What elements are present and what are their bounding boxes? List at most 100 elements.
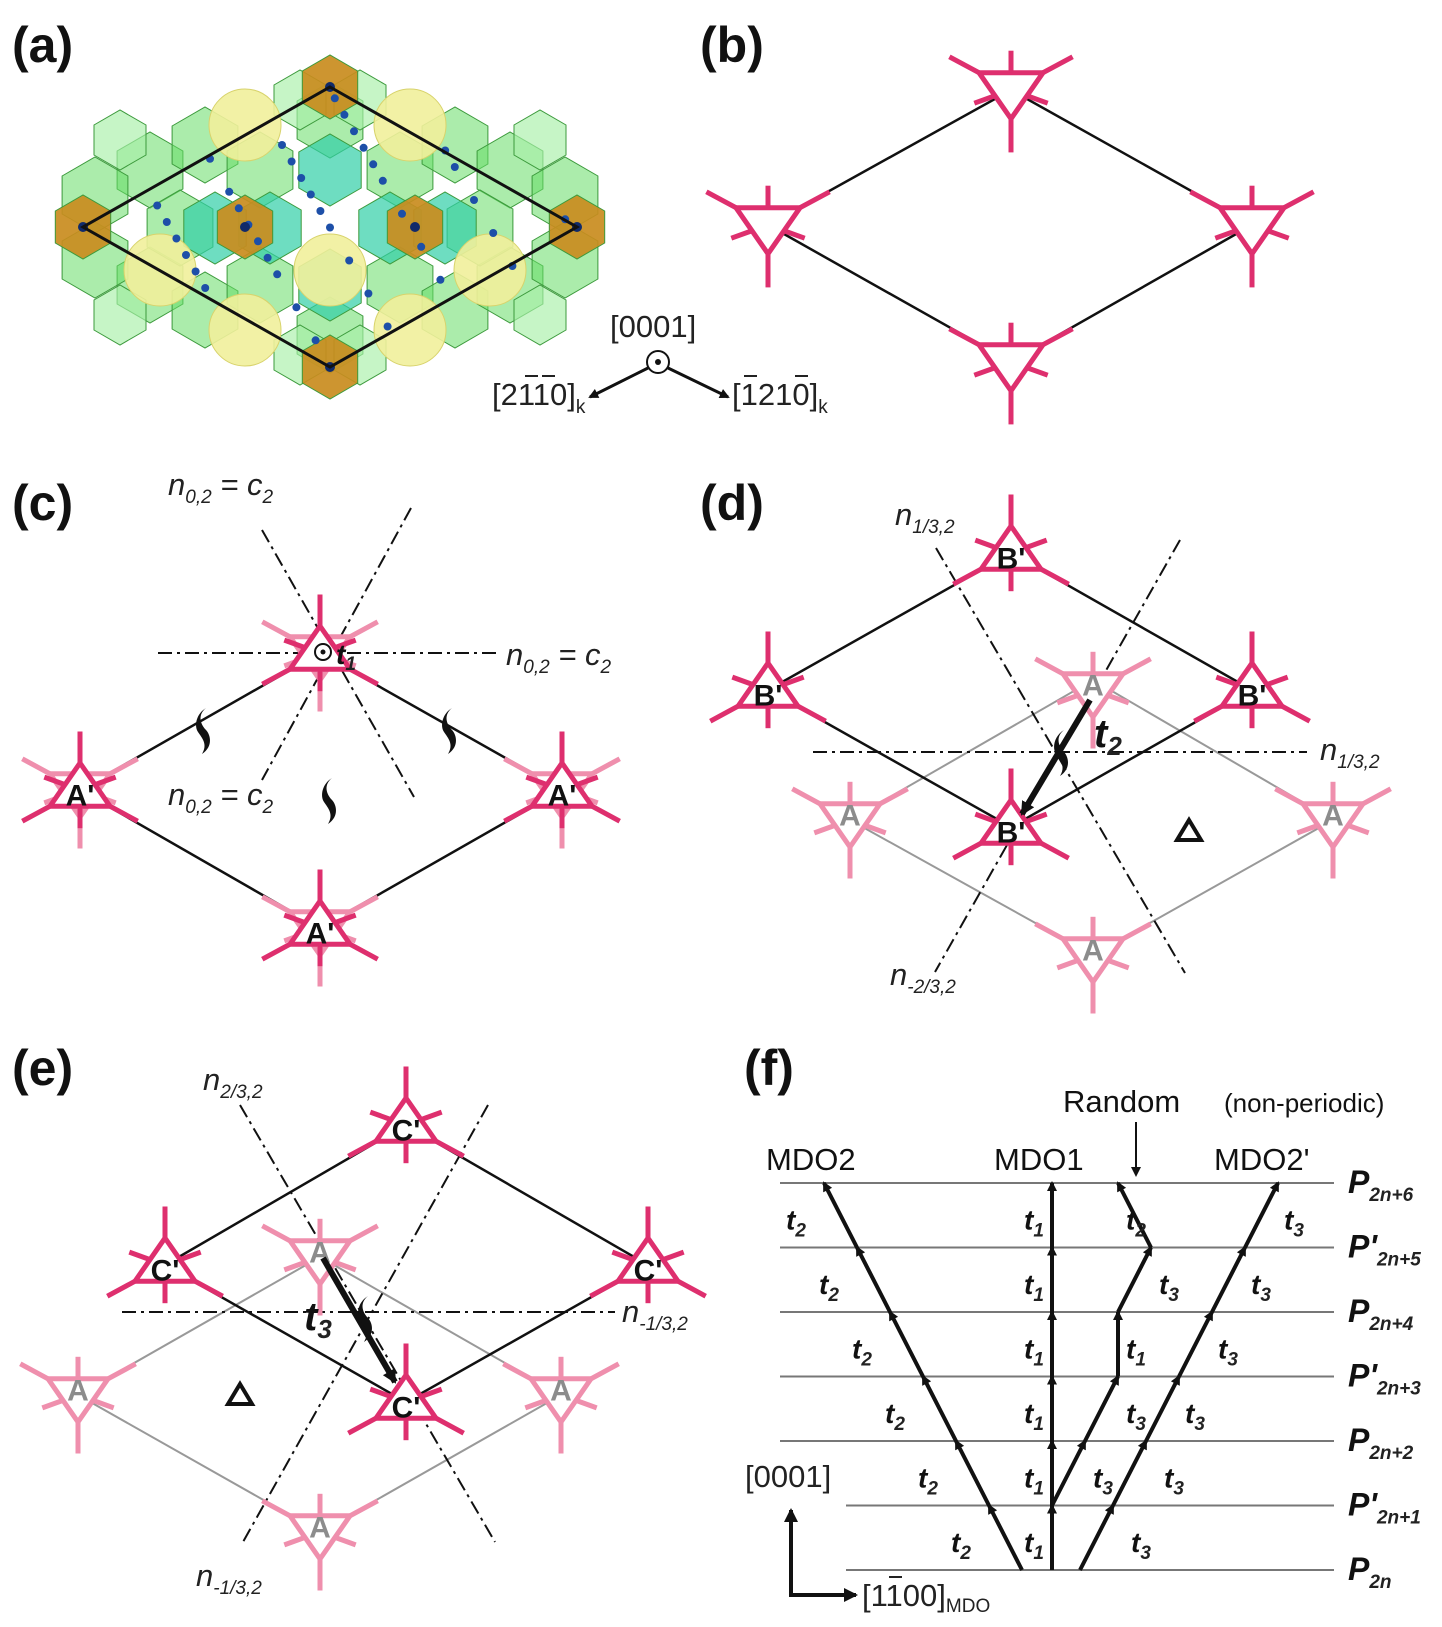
- axes-legend-f: [0001] [1100]MDO: [745, 1459, 990, 1617]
- site-symbol: C': [589, 1206, 707, 1304]
- site-symbol: [948, 50, 1074, 153]
- site-symbol: A: [261, 1218, 379, 1316]
- translation-label-t2: t2: [918, 1462, 938, 1499]
- column-mdo2-prime: MDO2': [1214, 1142, 1309, 1177]
- screw-axis-symbol-e: [358, 1296, 372, 1342]
- translation-label-t1: t1: [1024, 1269, 1044, 1306]
- panel-c-label: (c): [12, 475, 73, 531]
- stacking-arrow: [888, 1310, 925, 1378]
- stacking-arrow: [954, 1439, 991, 1507]
- translation-label-t1: t1: [1024, 1204, 1044, 1241]
- panel-d-label: (d): [700, 475, 764, 531]
- light-polyhedron: [513, 284, 567, 346]
- translation-label-t1: t1: [1024, 1398, 1044, 1435]
- op-n02-right-label: n0,2 = c2: [506, 637, 612, 678]
- panel-d: (d) A A A A B' B' B' B' t2 n1/3,2 n1/3,2 n-2/3,…: [700, 475, 1392, 1014]
- atom: [410, 222, 420, 232]
- translation-label-t3: t3: [1284, 1204, 1304, 1241]
- teal-polyhedron: [298, 133, 362, 207]
- translation-label-t3: t3: [1185, 1398, 1205, 1435]
- yellow-sphere: [373, 88, 447, 162]
- svg-text:A: A: [67, 1375, 89, 1408]
- atom: [292, 303, 301, 312]
- axis-2110-label: [2110]k: [492, 377, 586, 418]
- svg-text:A': A': [66, 780, 95, 813]
- panel-f-label: (f): [744, 1040, 794, 1096]
- atom: [350, 127, 358, 136]
- atom: [398, 209, 406, 218]
- axes-legend-a: [0001] [2110]k [1210]k: [492, 309, 828, 418]
- translation-t3-label-e: t3: [304, 1295, 332, 1344]
- panel-b: (b): [700, 17, 1315, 425]
- atom: [450, 163, 459, 171]
- translation-label-t2: t2: [885, 1398, 905, 1435]
- panel-a-label: (a): [12, 17, 73, 73]
- atom: [182, 251, 190, 259]
- yellow-sphere: [453, 233, 527, 307]
- light-polyhedron: [513, 109, 567, 171]
- translation-label-t1: t1: [1024, 1462, 1044, 1499]
- op-n02-mid-label: n0,2 = c2: [168, 777, 274, 818]
- atom: [234, 204, 243, 213]
- svg-text:A': A': [548, 780, 577, 813]
- translation-label-t1: t1: [1126, 1333, 1146, 1370]
- stacking-arrow: [1078, 1503, 1115, 1571]
- site-symbol: A: [502, 1356, 620, 1454]
- atom: [297, 174, 306, 182]
- site-symbol: A': [503, 731, 621, 829]
- translation-label-t2: t2: [819, 1269, 839, 1306]
- svg-text:A: A: [550, 1375, 572, 1408]
- atom: [263, 253, 272, 262]
- translation-label-t3: t3: [1131, 1527, 1151, 1564]
- stacking-arrow: [1050, 1439, 1087, 1507]
- svg-text:A: A: [1082, 670, 1104, 703]
- op-n132-bottom-label-e: n-1/3,2: [196, 1558, 262, 1599]
- stacking-arrow: [822, 1181, 859, 1249]
- op-n132-right-label: n1/3,2: [1320, 732, 1380, 773]
- stacking-arrow: [855, 1245, 892, 1313]
- atom: [369, 160, 378, 169]
- atom: [417, 242, 426, 251]
- panel-a: (a) [0001] [2110]k [1210]k: [12, 17, 828, 418]
- layer-label: P2n+6: [1348, 1164, 1414, 1206]
- threefold-symbol-e: [224, 1380, 256, 1406]
- axis-1100-label-f: [1100]MDO: [862, 1578, 990, 1617]
- translation-label-t3: t3: [1251, 1269, 1271, 1306]
- site-symbols-b: [705, 50, 1315, 425]
- atom: [273, 270, 282, 279]
- translation-label-t1: t1: [1024, 1527, 1044, 1564]
- panel-e: (e) A A A A C' C' C' C' t3 n2/3,2 n-1/3,2 n-1/3…: [12, 1040, 707, 1599]
- atom: [316, 207, 325, 215]
- stacking-arrow: [1243, 1181, 1280, 1249]
- op-n232-top-label: n2/3,2: [203, 1062, 263, 1103]
- panel-e-label: (e): [12, 1040, 73, 1096]
- site-symbol: [261, 594, 379, 692]
- axis-0001-label-f: [0001]: [745, 1459, 831, 1494]
- svg-text:B': B': [997, 543, 1026, 576]
- svg-text:A: A: [309, 1512, 331, 1545]
- site-symbol: B': [952, 494, 1070, 592]
- atom: [278, 141, 286, 149]
- layer-label: P2n+2: [1348, 1422, 1414, 1464]
- yellow-sphere: [208, 293, 282, 367]
- atom: [326, 223, 334, 232]
- random-note: (non-periodic): [1224, 1088, 1384, 1118]
- op-n232-bottom-label: n-2/3,2: [890, 957, 956, 998]
- translation-label-t3: t3: [1164, 1462, 1184, 1499]
- stacking-arrow: [1111, 1439, 1148, 1507]
- site-symbol: [948, 322, 1074, 425]
- screw-axis-symbol-d: [1054, 730, 1068, 776]
- panel-f: (f) Random (non-periodic) MDO2 MDO1 MDO2…: [744, 1040, 1421, 1617]
- translation-t3-arrow-e: [320, 1256, 398, 1384]
- op-n132-top-label: n1/3,2: [895, 497, 955, 538]
- layer-label: P'2n+1: [1348, 1487, 1421, 1529]
- site-symbol: A': [261, 869, 379, 967]
- yellow-sphere: [373, 293, 447, 367]
- atom: [489, 229, 498, 237]
- column-mdo2: MDO2: [766, 1142, 856, 1177]
- translation-label-t3: t3: [1126, 1398, 1146, 1435]
- threefold-symbol-d: [1173, 816, 1205, 842]
- atom: [340, 110, 349, 119]
- op-n02-top-label: n0,2 = c2: [168, 467, 274, 508]
